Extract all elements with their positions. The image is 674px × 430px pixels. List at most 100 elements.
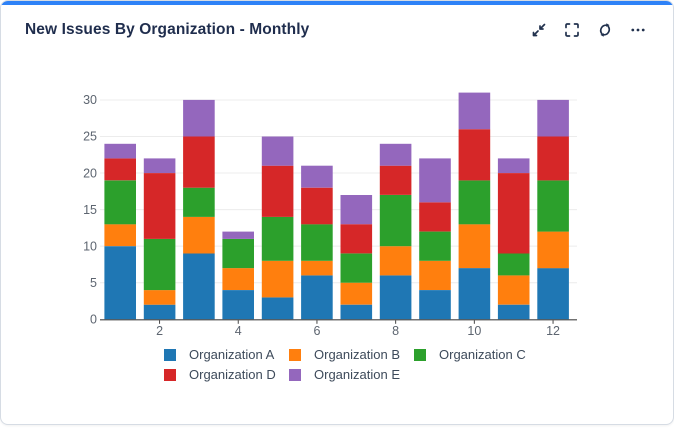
bar-month-1-segment-organization-b[interactable]: [104, 224, 136, 247]
bar-month-12-segment-organization-c[interactable]: [537, 180, 569, 232]
bar-month-7-segment-organization-b[interactable]: [340, 282, 373, 305]
x-tick-label-10: 10: [467, 324, 481, 338]
bar-month-5-segment-organization-a[interactable]: [261, 297, 294, 320]
panel-toolbar: [528, 19, 649, 41]
bar-month-8-segment-organization-b[interactable]: [379, 246, 412, 276]
bar-month-10-segment-organization-e[interactable]: [458, 92, 491, 130]
bar-month-11-segment-organization-e[interactable]: [497, 158, 530, 173]
y-tick-label-25: 25: [83, 130, 97, 144]
bar-month-6-segment-organization-a[interactable]: [301, 275, 333, 320]
bar-month-6-segment-organization-c[interactable]: [301, 224, 333, 261]
legend-label: Organization E: [314, 367, 400, 382]
legend-item-organization-a[interactable]: Organization A: [164, 347, 289, 362]
bar-month-2-segment-organization-e[interactable]: [143, 158, 176, 173]
legend-label: Organization D: [189, 367, 276, 382]
x-tick-label-2: 2: [156, 324, 163, 338]
legend-item-organization-c[interactable]: Organization C: [414, 347, 564, 362]
bar-month-5-segment-organization-e[interactable]: [261, 136, 294, 166]
panel-accent-bar: [1, 1, 673, 5]
fullscreen-button[interactable]: [561, 19, 583, 41]
bar-month-10-segment-organization-d[interactable]: [458, 129, 491, 181]
bar-month-1-segment-organization-c[interactable]: [104, 180, 136, 225]
bar-month-10-segment-organization-a[interactable]: [458, 268, 491, 320]
bar-month-4-segment-organization-c[interactable]: [222, 238, 254, 269]
legend-item-organization-b[interactable]: Organization B: [289, 347, 414, 362]
y-tick-label-10: 10: [83, 239, 97, 253]
legend-item-organization-d[interactable]: Organization D: [164, 367, 289, 382]
bar-month-2-segment-organization-a[interactable]: [143, 304, 176, 320]
bar-month-11-segment-organization-a[interactable]: [497, 304, 530, 320]
bar-month-2-segment-organization-c[interactable]: [143, 238, 176, 291]
chart-legend: Organization A Organization B Organization…: [164, 347, 564, 382]
bar-month-6-segment-organization-e[interactable]: [301, 165, 333, 188]
legend-label: Organization C: [439, 347, 526, 362]
y-tick-label-30: 30: [83, 93, 97, 107]
panel-title: New Issues By Organization - Monthly: [25, 21, 310, 38]
bar-month-9-segment-organization-e[interactable]: [419, 158, 451, 203]
legend-swatch: [164, 348, 176, 361]
bar-month-3-segment-organization-b[interactable]: [183, 216, 215, 254]
bar-month-10-segment-organization-c[interactable]: [458, 180, 491, 225]
bar-month-4-segment-organization-e[interactable]: [222, 231, 254, 239]
bar-month-4-segment-organization-a[interactable]: [222, 290, 254, 320]
bar-month-3-segment-organization-d[interactable]: [183, 136, 215, 188]
bar-month-1-segment-organization-a[interactable]: [104, 246, 136, 320]
bar-month-7-segment-organization-d[interactable]: [340, 224, 373, 254]
bar-month-9-segment-organization-b[interactable]: [419, 260, 451, 290]
more-options-button[interactable]: [627, 19, 649, 41]
bar-month-5-segment-organization-c[interactable]: [261, 216, 294, 261]
x-tick-label-8: 8: [392, 324, 399, 338]
fullscreen-icon: [564, 22, 580, 38]
x-tick-label-6: 6: [313, 324, 320, 338]
bar-month-7-segment-organization-c[interactable]: [340, 253, 373, 283]
bar-month-1-segment-organization-d[interactable]: [104, 158, 136, 181]
x-tick-label-12: 12: [546, 324, 560, 338]
legend-swatch: [289, 368, 301, 381]
bar-month-5-segment-organization-b[interactable]: [261, 260, 294, 298]
bar-month-3-segment-organization-e[interactable]: [183, 99, 215, 137]
legend-label: Organization A: [189, 347, 275, 362]
bar-month-3-segment-organization-c[interactable]: [183, 187, 215, 217]
bar-month-12-segment-organization-e[interactable]: [537, 99, 569, 137]
bar-month-12-segment-organization-b[interactable]: [537, 231, 569, 269]
bar-month-8-segment-organization-a[interactable]: [379, 275, 412, 320]
bar-month-2-segment-organization-b[interactable]: [143, 290, 176, 305]
refresh-icon: [597, 22, 613, 38]
bar-month-4-segment-organization-b[interactable]: [222, 268, 254, 290]
y-tick-label-15: 15: [83, 203, 97, 217]
y-tick-label-0: 0: [90, 313, 97, 327]
bar-month-9-segment-organization-d[interactable]: [419, 202, 451, 232]
legend-swatch: [414, 348, 426, 361]
collapse-button[interactable]: [528, 19, 550, 41]
legend-swatch: [289, 348, 301, 361]
collapse-icon: [531, 22, 547, 38]
y-tick-label-20: 20: [83, 166, 97, 180]
bar-month-1-segment-organization-e[interactable]: [104, 143, 136, 159]
bar-month-8-segment-organization-d[interactable]: [379, 165, 412, 195]
legend-swatch: [164, 368, 176, 381]
panel-header: New Issues By Organization - Monthly: [1, 5, 673, 41]
bar-month-9-segment-organization-a[interactable]: [419, 290, 451, 320]
bar-month-11-segment-organization-b[interactable]: [497, 275, 530, 305]
legend-item-organization-e[interactable]: Organization E: [289, 367, 414, 382]
bar-month-8-segment-organization-c[interactable]: [379, 195, 412, 247]
bar-month-9-segment-organization-c[interactable]: [419, 231, 451, 261]
bar-month-7-segment-organization-a[interactable]: [340, 304, 373, 320]
bar-month-12-segment-organization-a[interactable]: [537, 268, 569, 320]
bar-month-11-segment-organization-d[interactable]: [497, 173, 530, 254]
bar-month-3-segment-organization-a[interactable]: [183, 253, 215, 320]
bar-month-7-segment-organization-e[interactable]: [340, 195, 373, 225]
ellipsis-icon: [630, 22, 646, 38]
bar-month-6-segment-organization-b[interactable]: [301, 260, 333, 276]
bar-month-8-segment-organization-e[interactable]: [379, 143, 412, 166]
bar-month-2-segment-organization-d[interactable]: [143, 173, 176, 239]
bar-month-6-segment-organization-d[interactable]: [301, 187, 333, 225]
refresh-button[interactable]: [594, 19, 616, 41]
legend-label: Organization B: [314, 347, 400, 362]
bar-month-12-segment-organization-d[interactable]: [537, 136, 569, 181]
bar-month-10-segment-organization-b[interactable]: [458, 224, 491, 269]
bar-month-11-segment-organization-c[interactable]: [497, 253, 530, 276]
bar-month-5-segment-organization-d[interactable]: [261, 165, 294, 217]
y-tick-label-5: 5: [90, 276, 97, 290]
